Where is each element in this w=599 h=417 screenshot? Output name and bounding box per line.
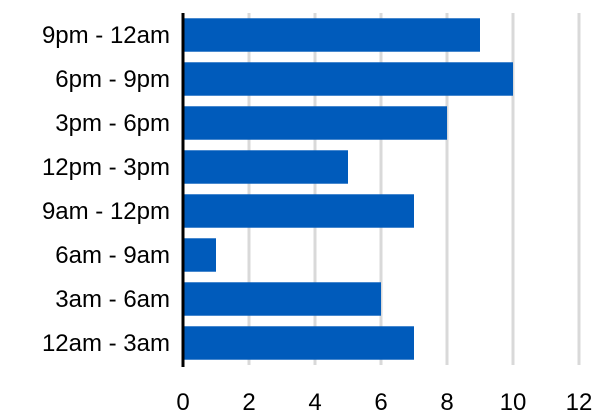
bar [183, 282, 381, 316]
bar [183, 238, 216, 272]
bar [183, 106, 447, 140]
x-axis-ticks: 0 2 4 6 8 10 12 [176, 389, 592, 416]
x-tick-label: 10 [500, 389, 527, 416]
bar [183, 150, 348, 184]
x-tick-label: 8 [440, 389, 453, 416]
category-label: 3am - 6am [55, 286, 170, 313]
x-tick-label: 0 [176, 389, 189, 416]
x-tick-label: 6 [374, 389, 387, 416]
bar [183, 18, 480, 52]
x-tick-label: 12 [566, 389, 593, 416]
category-label: 12pm - 3pm [42, 154, 170, 181]
x-tick-label: 4 [308, 389, 321, 416]
category-label: 6am - 9am [55, 242, 170, 269]
bars [183, 18, 513, 360]
x-tick-label: 2 [242, 389, 255, 416]
bar [183, 62, 513, 96]
category-label: 6pm - 9pm [55, 66, 170, 93]
category-label: 12am - 3am [42, 330, 170, 357]
category-label: 9am - 12pm [42, 198, 170, 225]
category-label: 9pm - 12am [42, 22, 170, 49]
y-axis-labels: 12am - 3am 3am - 6am 6am - 9am 9am - 12pm 12… [42, 22, 170, 357]
category-label: 3pm - 6pm [55, 110, 170, 137]
bar [183, 194, 414, 228]
bar [183, 326, 414, 360]
